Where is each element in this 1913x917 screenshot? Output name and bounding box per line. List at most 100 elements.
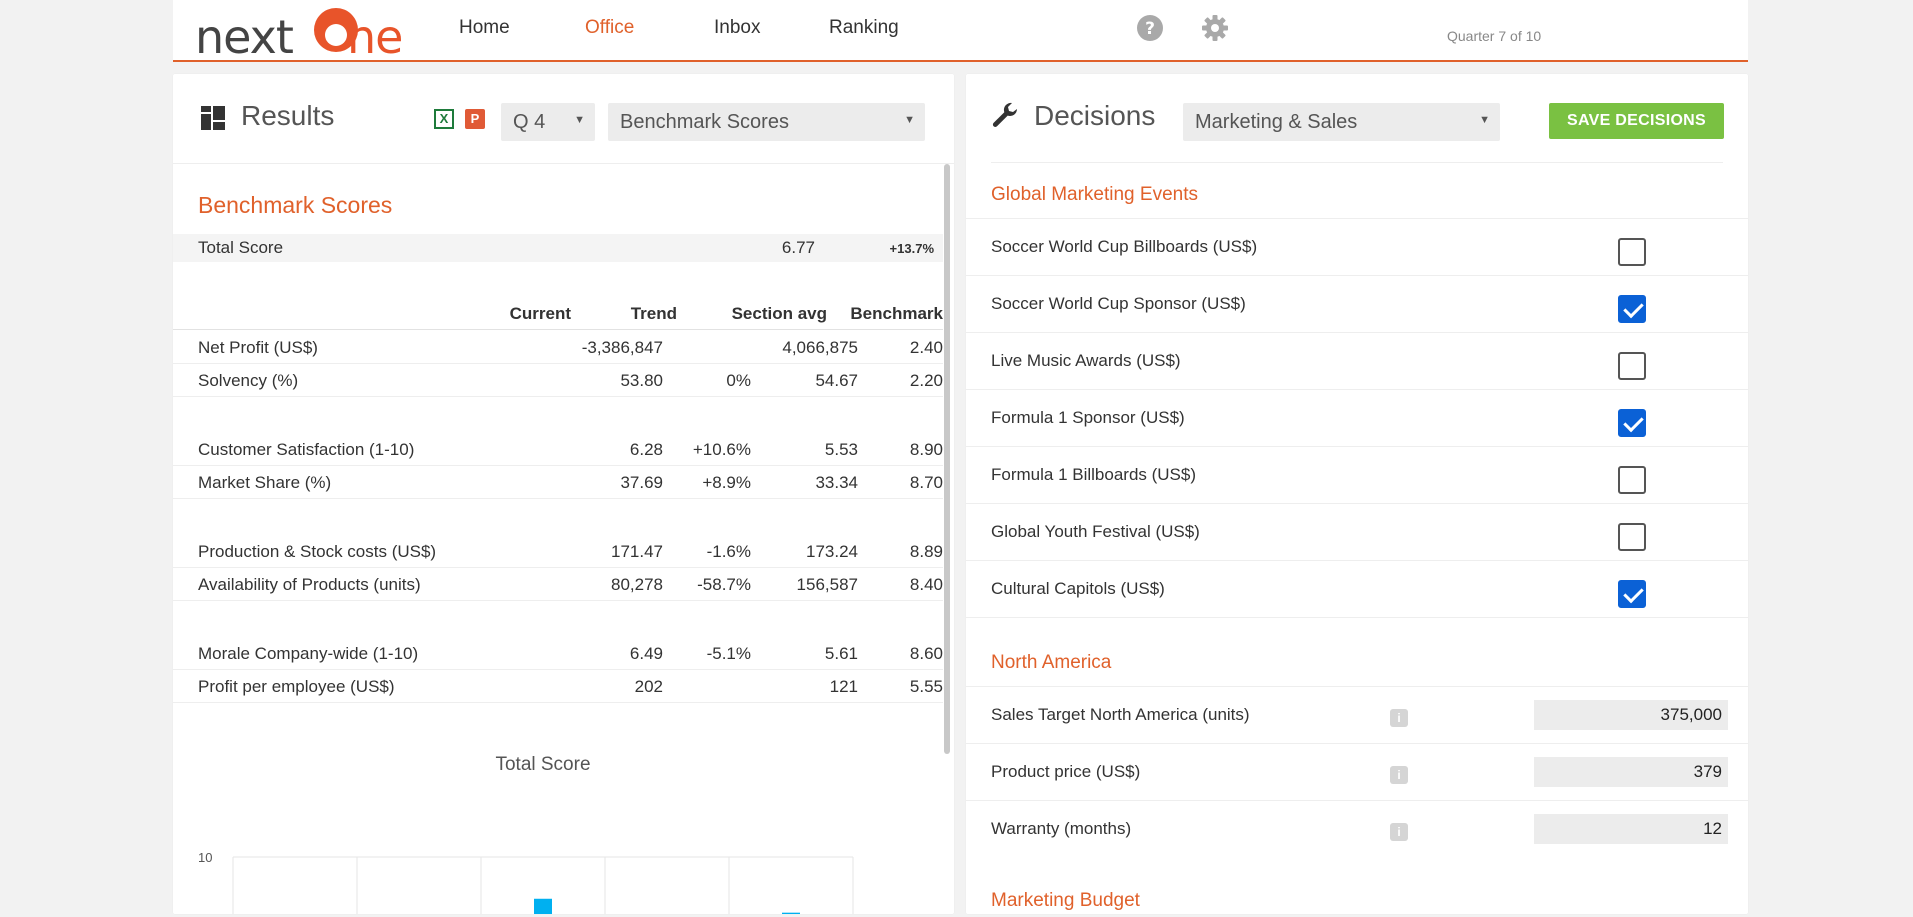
row-trend: +10.6%: [692, 440, 751, 459]
event-checkbox[interactable]: [1618, 295, 1646, 323]
row-label: Solvency (%): [198, 371, 299, 390]
row-section-avg: 121: [829, 677, 858, 696]
gear-icon[interactable]: [1201, 14, 1229, 42]
row-benchmark: 2.40: [909, 338, 943, 357]
event-label: Soccer World Cup Billboards (US$): [991, 237, 1258, 256]
question-circle-icon[interactable]: ?: [1136, 14, 1164, 42]
total-score-label: Total Score: [198, 238, 284, 257]
event-checkbox[interactable]: [1618, 523, 1646, 551]
event-checkbox[interactable]: [1618, 409, 1646, 437]
row-label: Profit per employee (US$): [198, 677, 395, 696]
row-label: Customer Satisfaction (1-10): [198, 440, 415, 459]
chart-bar[interactable]: [782, 912, 800, 914]
event-row: Soccer World Cup Sponsor (US$): [966, 275, 1748, 332]
total-score-row: Total Score +13.7% 6.77 +13.7%: [173, 234, 943, 262]
top-bar: next ne Home Office Inbox Ranking ? Quar…: [173, 0, 1748, 64]
row-label: Net Profit (US$): [198, 338, 318, 357]
na-value-input[interactable]: [1534, 757, 1728, 787]
table-row: Solvency (%) 53.80 0% 54.67 2.20: [173, 365, 943, 397]
logo-text-ne: ne: [347, 10, 403, 64]
chart-bar[interactable]: [534, 898, 552, 914]
event-row: Formula 1 Sponsor (US$): [966, 389, 1748, 446]
total-score-chart: 105: [198, 850, 854, 914]
info-icon[interactable]: i: [1390, 709, 1408, 727]
y-tick-label: 10: [198, 850, 212, 865]
na-value-input[interactable]: [1534, 700, 1728, 730]
row-current: 37.69: [620, 473, 663, 492]
marketing-budget-title: Marketing Budget: [991, 890, 1140, 911]
decisions-panel: Decisions Marketing & Sales ▼ SAVE DECIS…: [966, 74, 1748, 914]
event-checkbox[interactable]: [1618, 238, 1646, 266]
na-value-input[interactable]: [1534, 814, 1728, 844]
nav-inbox[interactable]: Inbox: [714, 17, 761, 38]
divider: [173, 163, 954, 164]
nav-ranking[interactable]: Ranking: [829, 17, 899, 38]
event-label: Global Youth Festival (US$): [991, 522, 1200, 541]
nav-home[interactable]: Home: [459, 17, 510, 38]
chevron-down-icon: ▼: [904, 114, 915, 126]
quarter-select-value: Q 4: [513, 111, 546, 133]
event-checkbox[interactable]: [1618, 580, 1646, 608]
event-label: Cultural Capitols (US$): [991, 579, 1165, 598]
row-trend: -58.7%: [697, 575, 751, 594]
table-row: Customer Satisfaction (1-10) 6.28 +10.6% 5.…: [173, 434, 943, 466]
quarter-select[interactable]: Q 4 ▼: [501, 103, 595, 141]
event-row: Global Youth Festival (US$): [966, 503, 1748, 560]
row-trend: 0%: [726, 371, 751, 390]
na-row: Warranty (months) i: [966, 800, 1748, 857]
nextone-logo[interactable]: next ne: [195, 2, 410, 64]
divider: [991, 162, 1723, 163]
table-row: Morale Company-wide (1-10) 6.49 -5.1% 5.61 8…: [173, 638, 943, 670]
col-section-avg: Section avg: [731, 304, 827, 323]
save-decisions-button[interactable]: SAVE DECISIONS: [1549, 103, 1724, 139]
event-row: Formula 1 Billboards (US$): [966, 446, 1748, 503]
info-icon[interactable]: i: [1390, 766, 1408, 784]
table-row: Market Share (%) 37.69 +8.9% 33.34 8.70: [173, 467, 943, 499]
chevron-down-icon: ▼: [574, 114, 585, 126]
decision-category-value: Marketing & Sales: [1195, 111, 1358, 133]
total-score-change: +13.7%: [889, 241, 934, 256]
row-current: 53.80: [620, 371, 663, 390]
na-label: Sales Target North America (units): [991, 705, 1250, 724]
row-benchmark: 5.55: [909, 677, 943, 696]
benchmark-scores-title: Benchmark Scores: [198, 192, 393, 218]
dashboard-icon: [201, 106, 225, 130]
powerpoint-export-icon[interactable]: P: [465, 109, 485, 129]
row-trend: -5.1%: [706, 644, 751, 663]
na-label: Product price (US$): [991, 762, 1141, 781]
row-label: Availability of Products (units): [198, 575, 421, 594]
results-title: Results: [241, 100, 335, 131]
decision-category-select[interactable]: Marketing & Sales ▼: [1183, 103, 1500, 141]
row-current: 80,278: [611, 575, 663, 594]
row-current: -3,386,847: [581, 338, 663, 357]
total-score-value: 6.77: [781, 238, 815, 257]
col-current: Current: [509, 304, 571, 323]
row-benchmark: 8.89: [909, 542, 943, 561]
nav-office[interactable]: Office: [585, 17, 635, 38]
row-benchmark: 8.90: [909, 440, 943, 459]
svg-text:?: ?: [1145, 19, 1155, 39]
results-scrollbar[interactable]: [944, 164, 950, 754]
col-trend: Trend: [630, 304, 677, 323]
row-label: Morale Company-wide (1-10): [198, 644, 419, 663]
na-label: Warranty (months): [991, 819, 1132, 838]
event-label: Soccer World Cup Sponsor (US$): [991, 294, 1246, 313]
chevron-down-icon: ▼: [1479, 114, 1490, 126]
row-trend: -1.6%: [706, 542, 751, 561]
wrench-icon: [992, 102, 1017, 128]
row-label: Market Share (%): [198, 473, 332, 492]
decisions-title: Decisions: [1034, 100, 1156, 131]
event-checkbox[interactable]: [1618, 466, 1646, 494]
row-current: 6.28: [629, 440, 663, 459]
row-trend: +8.9%: [702, 473, 751, 492]
info-icon[interactable]: i: [1390, 823, 1408, 841]
na-row: Product price (US$) i: [966, 743, 1748, 800]
report-select[interactable]: Benchmark Scores ▼: [608, 103, 925, 141]
event-row: Soccer World Cup Billboards (US$): [966, 218, 1748, 275]
north-america-title: North America: [991, 652, 1112, 673]
logo-text-next: next: [195, 10, 294, 64]
row-section-avg: 156,587: [796, 575, 858, 594]
event-checkbox[interactable]: [1618, 352, 1646, 380]
row-section-avg: 4,066,875: [782, 338, 858, 357]
excel-export-icon[interactable]: X: [434, 109, 454, 129]
